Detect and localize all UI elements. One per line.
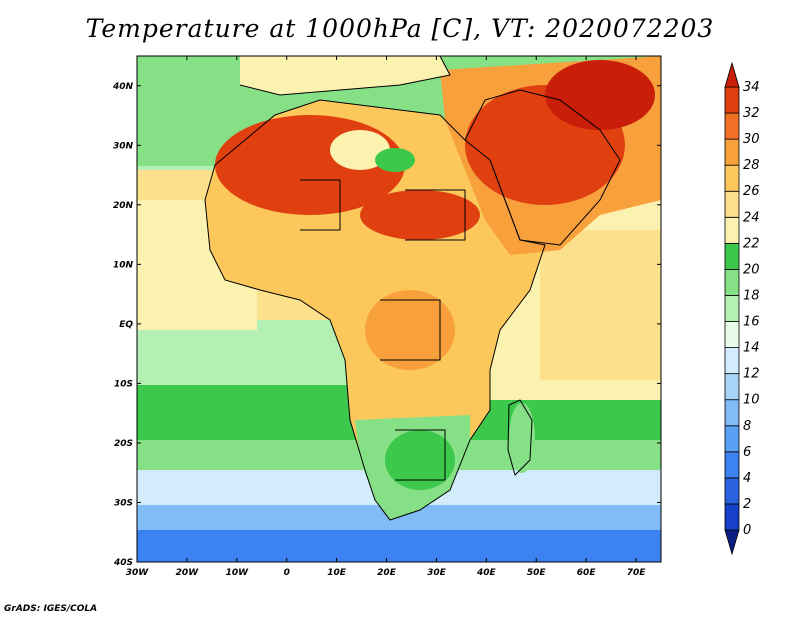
axis-ticks: 30W 20W 10W 0 10E 20E 30E 40E 50E 60E 70E 40N 30N 20N… [112, 56, 661, 578]
colorbar-label: 18 [743, 288, 760, 303]
lat-tick-label: 10S [114, 379, 133, 389]
lat-tick-label: 20N [113, 201, 134, 211]
colorbar-label: 2 [743, 497, 751, 512]
colorbar-label: 34 [743, 80, 760, 95]
colorbar-segment-2-4 [724, 477, 740, 505]
lat-tick-label: 30N [113, 141, 134, 151]
footer-credit: GrADS: IGES/COLA [4, 604, 98, 614]
colorbar-segment-18-20 [724, 269, 740, 296]
lon-tick-label: 0 [284, 568, 290, 578]
map-title: Temperature at 1000hPa [C], VT: 20200722… [85, 14, 715, 43]
colorbar-label: 10 [743, 393, 760, 408]
lon-tick-label: 50E [527, 568, 547, 578]
colorbar-segment-10-12 [724, 373, 740, 401]
colorbar-segment-14-16 [724, 321, 740, 348]
lat-tick-label: 10N [113, 260, 134, 270]
colorbar-segment-0-2 [724, 503, 740, 531]
colorbar-label: 8 [743, 419, 751, 434]
lon-tick-label: 10E [327, 568, 347, 578]
colorbar-label: 26 [743, 184, 760, 199]
lon-tick-label: 60E [577, 568, 597, 578]
lat-tick-label: 20S [114, 439, 133, 449]
colorbar-label: 14 [743, 341, 760, 356]
colorbar-segment-20-22 [724, 242, 740, 270]
colorbar-label: 32 [743, 106, 760, 121]
colorbar-segment-24-26 [724, 190, 740, 218]
colorbar-label: 12 [743, 367, 760, 382]
colorbar-label: 20 [743, 262, 760, 277]
coastlines [204, 56, 621, 521]
colorbar-label: 28 [743, 158, 760, 173]
lon-tick-label: 20W [176, 568, 200, 578]
lon-tick-label: 30E [427, 568, 447, 578]
colorbar-segment-28-30 [724, 138, 740, 166]
colorbar-label: 6 [743, 445, 751, 460]
colorbar-label: 0 [743, 523, 751, 538]
colorbar-segment-4-6 [724, 451, 740, 479]
colorbar-label: 22 [743, 236, 760, 251]
lat-tick-label: EQ [119, 320, 133, 330]
colorbar-label: 30 [743, 132, 760, 147]
lon-tick-label: 10W [226, 568, 250, 578]
lon-tick-label: 30W [126, 568, 150, 578]
colorbar-segment-26-28 [724, 164, 740, 192]
lon-tick-label: 40E [476, 568, 497, 578]
colorbar-segment-32-34 [724, 86, 740, 114]
temperature-field [137, 56, 661, 562]
colorbar-label: 24 [743, 210, 760, 225]
colorbar-label: 16 [743, 315, 760, 330]
colorbar-segment-lt0 [724, 529, 740, 556]
lon-tick-label: 20E [377, 568, 397, 578]
colorbar-segment-12-14 [724, 347, 740, 375]
colorbar-segment-16-18 [724, 295, 740, 322]
colorbar-label: 4 [743, 471, 751, 486]
lon-tick-label: 70E [627, 568, 647, 578]
colorbar-segment-6-8 [724, 425, 740, 453]
lat-tick-label: 40S [113, 558, 133, 568]
colorbar-segment-30-32 [724, 112, 740, 140]
colorbar-segment-8-10 [724, 399, 740, 427]
plot-frame [136, 55, 662, 563]
lat-tick-label: 40N [112, 82, 134, 92]
colorbar-segment-22-24 [724, 216, 740, 244]
colorbar-segment-gt34 [724, 61, 740, 88]
lat-tick-label: 30S [114, 498, 133, 508]
